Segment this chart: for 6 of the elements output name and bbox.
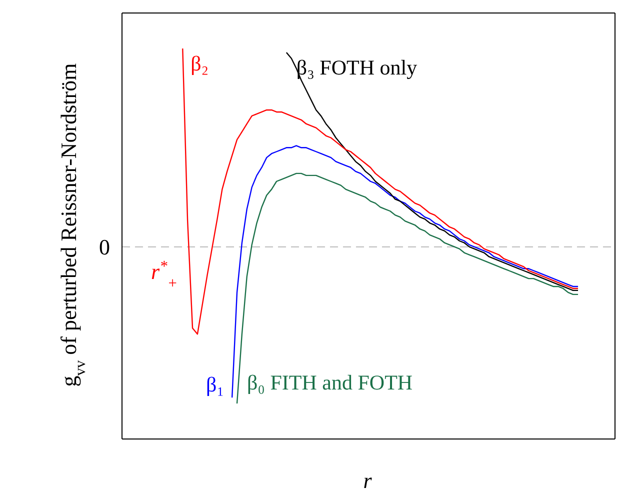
ref-line-label: 0 — [99, 234, 110, 260]
series-label: β₂ — [190, 52, 209, 76]
series-label: β₀ FITH and FOTH — [247, 370, 413, 394]
x-axis-title: r — [363, 468, 372, 493]
series-label: β₁ — [206, 372, 224, 397]
series-label: β₃ FOTH only — [296, 55, 418, 80]
